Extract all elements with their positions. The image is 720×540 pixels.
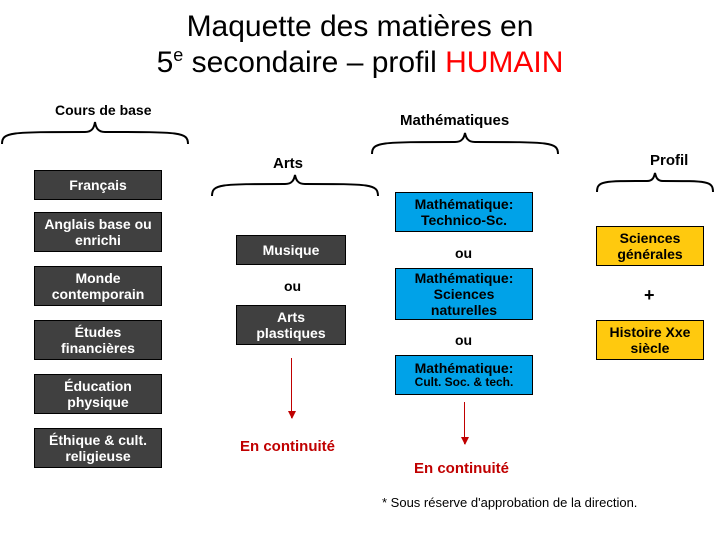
brace-math	[370, 130, 560, 156]
cours-item-3-label: Études financières	[39, 324, 157, 356]
heading-mathematiques: Mathématiques	[400, 112, 509, 129]
title-line2-b: secondaire – profil	[183, 46, 445, 79]
cours-item-1: Anglais base ou enrichi	[34, 212, 162, 252]
profil-item-1-label: Histoire Xxe siècle	[601, 324, 699, 356]
arts-ou: ou	[284, 278, 301, 294]
cours-item-4: Éducation physique	[34, 374, 162, 414]
title-highlight: HUMAIN	[445, 46, 563, 79]
cours-item-1-label: Anglais base ou enrichi	[39, 216, 157, 248]
cours-item-3: Études financières	[34, 320, 162, 360]
math-item-1-l2: Sciences naturelles	[400, 286, 528, 318]
math-arrow	[464, 402, 465, 444]
heading-cours-de-base: Cours de base	[55, 102, 151, 118]
cours-item-2: Monde contemporain	[34, 266, 162, 306]
page-title: Maquette des matières en 5e secondaire –…	[0, 10, 720, 80]
math-item-2-l2: Cult. Soc. & tech.	[415, 376, 514, 390]
brace-cours-de-base	[0, 118, 190, 146]
cours-item-0-label: Français	[69, 177, 127, 193]
math-item-1-l1: Mathématique:	[415, 270, 514, 286]
math-ou-0: ou	[455, 245, 472, 261]
arts-item-1: Arts plastiques	[236, 305, 346, 345]
arts-item-0: Musique	[236, 235, 346, 265]
cours-item-5-label: Éthique & cult. religieuse	[39, 432, 157, 464]
cours-item-2-label: Monde contemporain	[39, 270, 157, 302]
math-ou-1: ou	[455, 332, 472, 348]
heading-profil: Profil	[650, 152, 688, 169]
title-superscript: e	[173, 45, 183, 65]
footer-note: * Sous réserve d'approbation de la direc…	[382, 495, 637, 510]
math-item-2: Mathématique: Cult. Soc. & tech.	[395, 355, 533, 395]
arts-continuity: En continuité	[240, 438, 335, 455]
arts-arrow	[291, 358, 292, 418]
cours-item-5: Éthique & cult. religieuse	[34, 428, 162, 468]
heading-arts: Arts	[273, 155, 303, 172]
arts-item-0-label: Musique	[263, 242, 320, 258]
cours-item-0: Français	[34, 170, 162, 200]
title-line1: Maquette des matières en	[187, 10, 534, 43]
profil-item-1: Histoire Xxe siècle	[596, 320, 704, 360]
profil-item-0: Sciences générales	[596, 226, 704, 266]
math-item-0: Mathématique: Technico-Sc.	[395, 192, 533, 232]
math-item-2-l1: Mathématique:	[415, 360, 514, 376]
profil-plus: +	[644, 285, 655, 306]
arts-item-1-label: Arts plastiques	[241, 309, 341, 341]
brace-arts	[210, 172, 380, 198]
math-continuity: En continuité	[414, 460, 509, 477]
profil-item-0-label: Sciences générales	[601, 230, 699, 262]
cours-item-4-label: Éducation physique	[39, 378, 157, 410]
math-item-0-l1: Mathématique:	[415, 196, 514, 212]
title-line2-a: 5	[157, 46, 174, 79]
math-item-0-l2: Technico-Sc.	[421, 212, 507, 228]
math-item-1: Mathématique: Sciences naturelles	[395, 268, 533, 320]
brace-profil	[595, 170, 715, 194]
